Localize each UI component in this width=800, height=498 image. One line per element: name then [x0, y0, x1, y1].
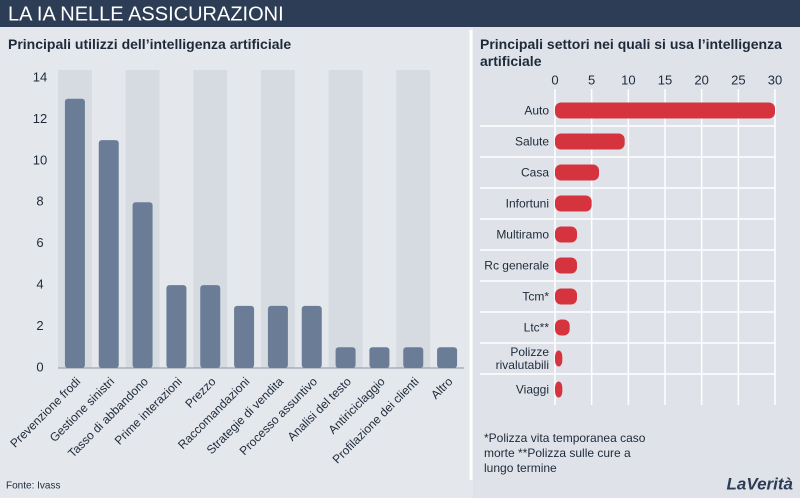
- brand-logo: LaVerità: [727, 474, 793, 493]
- bar: [369, 347, 390, 368]
- category-label: Tcm*: [522, 289, 549, 303]
- category-label: Infortuni: [505, 196, 549, 210]
- bar: [166, 285, 187, 368]
- bar: [555, 288, 577, 305]
- column-band: [396, 70, 431, 368]
- bar: [301, 305, 322, 368]
- x-tick-label: 15: [658, 72, 672, 87]
- x-tick-label: Altro: [428, 374, 456, 402]
- bar: [98, 140, 119, 368]
- x-tick-label: 20: [694, 72, 708, 87]
- category-label: Auto: [524, 103, 549, 117]
- bar: [555, 319, 570, 336]
- bar: [200, 285, 221, 368]
- y-tick-label: 6: [36, 235, 43, 250]
- x-tick-label: 0: [551, 72, 558, 87]
- y-tick-label: 12: [33, 111, 47, 126]
- bar: [437, 347, 458, 368]
- bar: [234, 305, 255, 368]
- y-tick-label: 0: [36, 359, 43, 374]
- chart-title: Principali utilizzi dell’intelligenza ar…: [8, 36, 292, 52]
- bar: [555, 226, 577, 243]
- bar: [267, 305, 288, 368]
- bar: [555, 164, 599, 181]
- category-label: Salute: [514, 134, 549, 148]
- bar: [335, 347, 356, 368]
- y-tick-label: 4: [36, 277, 43, 292]
- x-tick-label: 5: [588, 72, 595, 87]
- category-label: Polizze rivalutabili: [495, 344, 549, 372]
- source: Fonte: Ivass: [6, 481, 60, 492]
- x-tick-label: 25: [731, 72, 745, 87]
- category-label: Ltc**: [523, 320, 549, 334]
- y-tick-label: 10: [33, 152, 47, 167]
- x-tick-label: 10: [621, 72, 635, 87]
- chart-title: Principali settori nei quali si usa l’in…: [480, 36, 782, 69]
- category-label: Multiramo: [496, 227, 549, 241]
- y-tick-label: 14: [33, 69, 47, 84]
- y-tick-label: 8: [36, 194, 43, 209]
- category-label: Viaggi: [515, 382, 549, 396]
- bar: [132, 202, 153, 368]
- bar: [403, 347, 424, 368]
- x-tick-label: 30: [768, 72, 782, 87]
- category-label: Casa: [520, 165, 549, 179]
- page-title: LA IA NELLE ASSICURAZIONI: [8, 3, 284, 25]
- category-label: Rc generale: [484, 258, 549, 272]
- footnote: *Polizza vita temporanea caso morte **Po…: [484, 431, 646, 475]
- bar: [555, 102, 775, 119]
- column-band: [328, 70, 363, 368]
- bar: [555, 195, 592, 212]
- y-tick-label: 2: [36, 318, 43, 333]
- bar: [555, 381, 563, 398]
- header-bar: [0, 0, 800, 27]
- bar: [555, 350, 563, 367]
- bar: [64, 98, 85, 368]
- bar: [555, 133, 625, 150]
- bar: [555, 257, 577, 274]
